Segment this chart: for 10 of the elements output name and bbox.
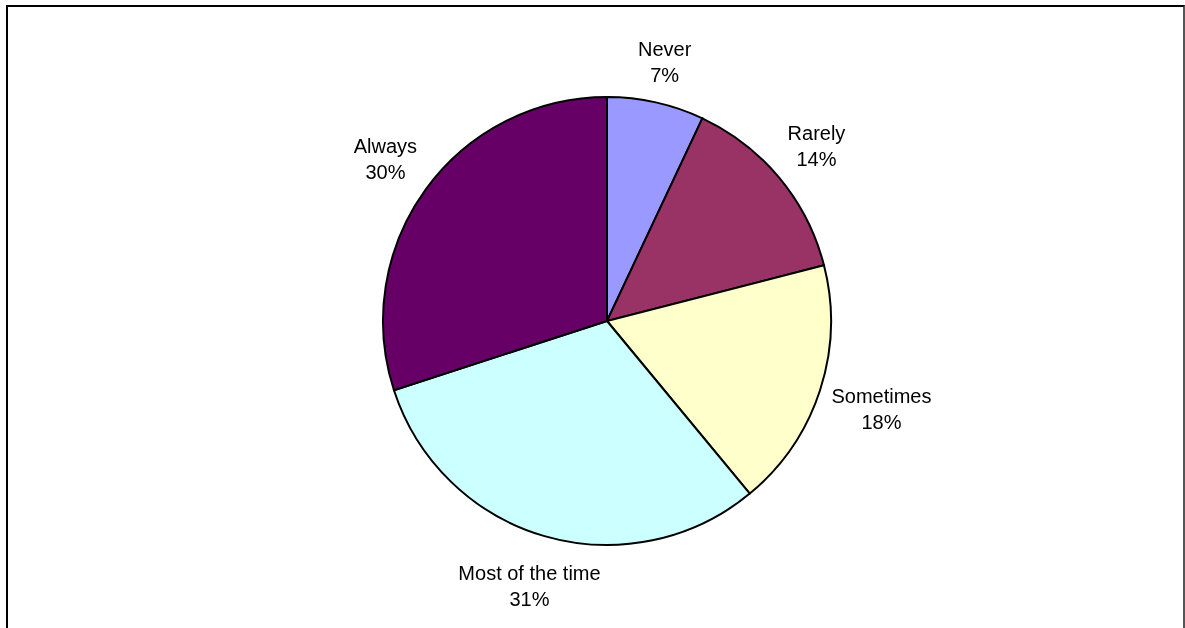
data-label: 30% — [365, 160, 406, 183]
slice-label: Rarely — [787, 122, 846, 145]
data-label: 31% — [509, 588, 550, 611]
data-label: 14% — [796, 148, 837, 171]
data-label: 18% — [861, 410, 902, 433]
slice-label: Always — [353, 134, 418, 157]
slice-label: Most of the time — [458, 562, 601, 585]
slice-label: Never — [637, 37, 692, 60]
data-label: 7% — [650, 63, 680, 86]
slice-label: Sometimes — [831, 384, 932, 407]
